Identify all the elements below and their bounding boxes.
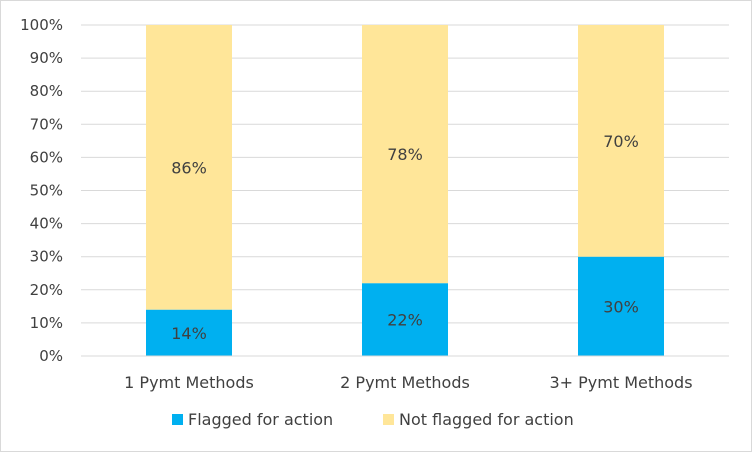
bar-segment [146, 25, 232, 310]
y-tick-label: 50% [30, 182, 63, 200]
y-tick-label: 0% [39, 347, 63, 365]
bar-segment [578, 25, 664, 257]
data-label: 30% [603, 297, 639, 316]
legend-swatch [383, 414, 394, 425]
bar-segment [362, 25, 448, 284]
x-category-label: 3+ Pymt Methods [549, 373, 692, 392]
y-tick-label: 90% [30, 49, 63, 67]
x-category-label: 2 Pymt Methods [340, 373, 470, 392]
bar-segment [146, 309, 232, 356]
y-tick-label: 10% [30, 314, 63, 332]
data-label: 78% [387, 145, 423, 164]
data-label: 22% [387, 311, 423, 330]
data-label: 14% [171, 324, 207, 343]
y-tick-label: 70% [30, 115, 63, 133]
bar-segment [578, 256, 664, 356]
legend-label: Flagged for action [188, 410, 333, 429]
bar-segment [362, 283, 448, 356]
y-tick-label: 80% [30, 82, 63, 100]
data-label: 86% [171, 158, 207, 177]
x-category-label: 1 Pymt Methods [124, 373, 254, 392]
y-tick-label: 40% [30, 215, 63, 233]
legend-swatch [172, 414, 183, 425]
y-tick-label: 20% [30, 281, 63, 299]
y-tick-label: 100% [20, 16, 63, 34]
data-label: 70% [603, 132, 639, 151]
legend-label: Not flagged for action [399, 410, 574, 429]
y-tick-label: 60% [30, 148, 63, 166]
y-tick-label: 30% [30, 248, 63, 266]
